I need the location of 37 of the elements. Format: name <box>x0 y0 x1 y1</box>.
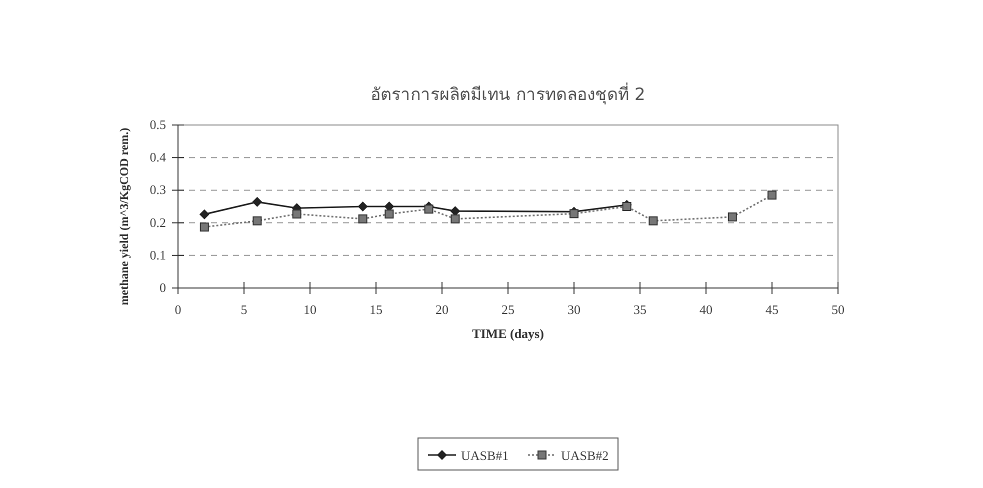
point <box>292 210 302 218</box>
point <box>358 214 368 224</box>
legend-label: UASB#1 <box>461 448 509 463</box>
point <box>648 216 658 226</box>
point <box>200 222 209 232</box>
y-tick-label: 0.3 <box>150 182 166 198</box>
x-tick-label: 15 <box>370 302 382 317</box>
y-tick-label: 0.4 <box>150 150 166 165</box>
x-tick-label: 5 <box>240 302 248 317</box>
point <box>199 209 210 220</box>
point <box>768 190 776 200</box>
x-tick-label: 10 <box>304 302 316 317</box>
point <box>358 202 368 212</box>
y-tick-label: 0.2 <box>150 214 166 230</box>
point <box>252 196 262 207</box>
point <box>384 210 394 218</box>
point <box>450 214 460 224</box>
x-tick-label: 20 <box>436 302 448 317</box>
x-tick-label: 25 <box>502 302 514 317</box>
point <box>570 209 578 218</box>
point <box>622 202 632 211</box>
x-tick-label: 40 <box>700 302 712 317</box>
y-tick-label: 0 <box>160 280 166 295</box>
x-tick-label: 0 <box>174 302 182 317</box>
legend-label: UASB#2 <box>561 448 609 463</box>
x-tick-label: 35 <box>634 302 646 317</box>
chart-title: อัตราการผลิตมีเทน การทดลองชุดที่ 2 <box>370 82 646 105</box>
x-tick-label: 45 <box>766 302 778 317</box>
point <box>252 216 262 226</box>
point <box>424 204 434 214</box>
point <box>728 212 737 222</box>
x-axis-title: TIME (days) <box>472 326 544 341</box>
y-axis-title: methane yield (m^3/KgCOD rem.) <box>117 128 131 306</box>
x-tick-label: 50 <box>832 302 844 317</box>
y-tick-label: 0.5 <box>150 117 166 132</box>
x-tick-label: 30 <box>568 302 580 317</box>
y-tick-label: 0.1 <box>150 247 166 262</box>
